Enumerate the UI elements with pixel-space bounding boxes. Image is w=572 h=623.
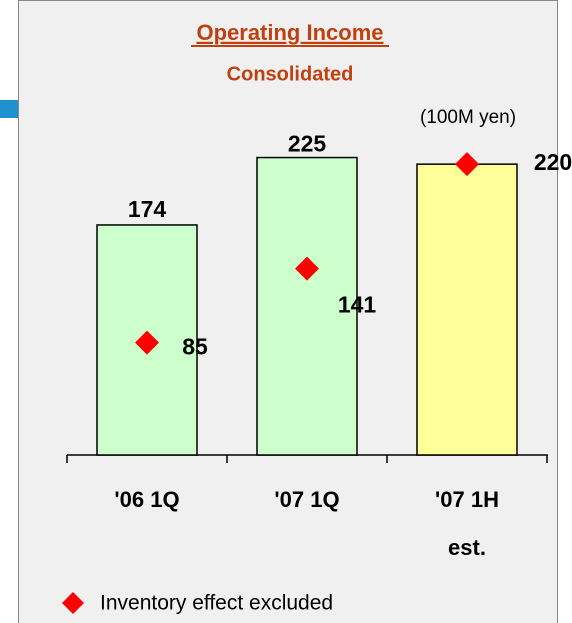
x-tick-label: '06 1Q	[114, 487, 180, 512]
legend-label: Inventory effect excluded	[100, 592, 333, 615]
chart-title: Operating Income	[196, 20, 383, 45]
marker	[295, 256, 319, 281]
bar-value-label: 174	[128, 196, 167, 222]
decoration	[0, 100, 20, 118]
x-tick-label: '07 1Q	[274, 487, 340, 512]
unit-label: (100M yen)	[420, 107, 516, 128]
bar	[256, 156, 358, 456]
bar	[416, 163, 518, 456]
x-tick-label: '07 1H est.	[435, 487, 499, 560]
legend-marker	[62, 592, 84, 614]
marker-value-label: 141	[338, 292, 377, 318]
chart-subtitle: Consolidated	[227, 63, 354, 85]
bar-value-label: 225	[288, 131, 327, 157]
marker	[455, 152, 479, 177]
bar-value-label: 220	[534, 149, 572, 175]
marker-value-label: 85	[182, 334, 208, 360]
marker	[135, 330, 159, 355]
